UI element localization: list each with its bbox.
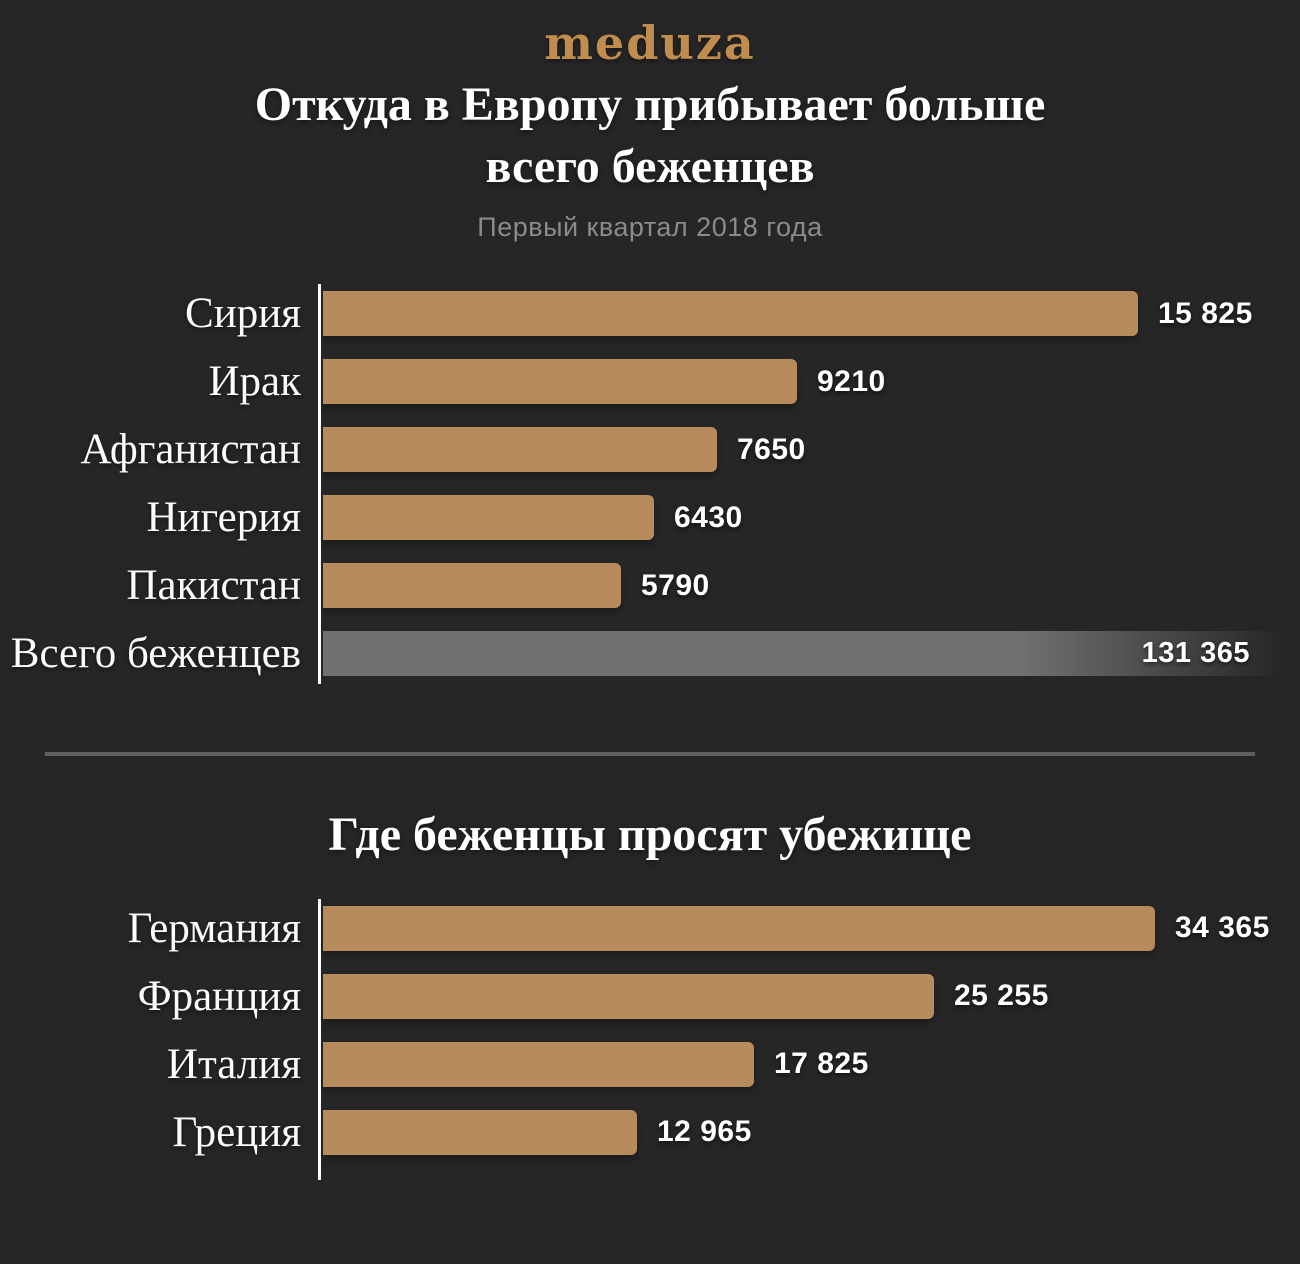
meduza-logo: meduza: [544, 16, 756, 70]
bar-row-afghanistan: Афганистан 7650: [0, 427, 1300, 472]
bar-value: 131 365: [1141, 637, 1250, 669]
bar-label: Ирак: [208, 358, 301, 405]
bar-row-pakistan: Пакистан 5790: [0, 563, 1300, 608]
bar-label: Франция: [137, 972, 301, 1020]
bar-pakistan: [323, 563, 621, 608]
bar-label: Италия: [166, 1040, 301, 1088]
bar-value: 12 965: [657, 1115, 752, 1149]
chart-2-axis-line: [318, 898, 321, 1180]
bar-row-iraq: Ирак 9210: [0, 359, 1300, 404]
bar-label: Всего беженцев: [10, 630, 301, 677]
logo-row: meduza: [0, 0, 1300, 66]
bar-germany: [323, 905, 1155, 951]
bar-row-france: Франция 25 255: [0, 972, 1300, 1020]
bar-row-germany: Германия 34 365: [0, 904, 1300, 952]
bar-label: Греция: [172, 1108, 301, 1156]
bar-value: 7650: [737, 432, 806, 466]
chart-asylum-countries: Германия 34 365 Франция 25 255 Италия 17…: [0, 898, 1300, 1180]
bar-value: 5790: [641, 568, 710, 602]
bar-greece: [323, 1109, 637, 1155]
bar-row-total-refugees: Всего беженцев 131 365: [0, 631, 1300, 676]
bar-value: 17 825: [774, 1047, 869, 1081]
bar-france: [323, 973, 934, 1019]
bar-total-refugees: 131 365: [323, 631, 1292, 676]
bar-row-syria: Сирия 15 825: [0, 291, 1300, 336]
bar-label: Нигерия: [146, 494, 301, 541]
bar-afghanistan: [323, 427, 717, 472]
bar-value: 9210: [817, 364, 886, 398]
bar-label: Сирия: [185, 290, 301, 337]
page-title-line-1: Откуда в Европу прибывает больше: [254, 78, 1046, 131]
bar-label: Пакистан: [126, 562, 301, 609]
bar-row-nigeria: Нигерия 6430: [0, 495, 1300, 540]
bar-value: 15 825: [1158, 296, 1253, 330]
bar-nigeria: [323, 495, 654, 540]
chart-origin-countries: Сирия 15 825 Ирак 9210 Афганистан 7650 Н…: [0, 284, 1300, 684]
section-2-title: Где беженцы просят убежище: [328, 808, 972, 861]
bar-row-italy: Италия 17 825: [0, 1040, 1300, 1088]
bar-italy: [323, 1041, 754, 1087]
page-title-line-2: всего беженцев: [485, 140, 815, 193]
bar-label: Афганистан: [80, 426, 301, 473]
bar-iraq: [323, 359, 797, 404]
bar-row-greece: Греция 12 965: [0, 1108, 1300, 1156]
chart-1-axis-line: [318, 284, 321, 684]
bar-value: 6430: [674, 500, 743, 534]
bar-syria: [323, 291, 1138, 336]
section-divider: [45, 752, 1255, 756]
page-title: Откуда в Европу прибывает больше всего б…: [0, 74, 1300, 198]
bar-value: 34 365: [1175, 911, 1270, 945]
page-subtitle: Первый квартал 2018 года: [477, 212, 823, 242]
infographic-header: meduza Откуда в Европу прибывает больше …: [0, 0, 1300, 243]
bar-value: 25 255: [954, 979, 1049, 1013]
bar-label: Германия: [127, 904, 301, 952]
